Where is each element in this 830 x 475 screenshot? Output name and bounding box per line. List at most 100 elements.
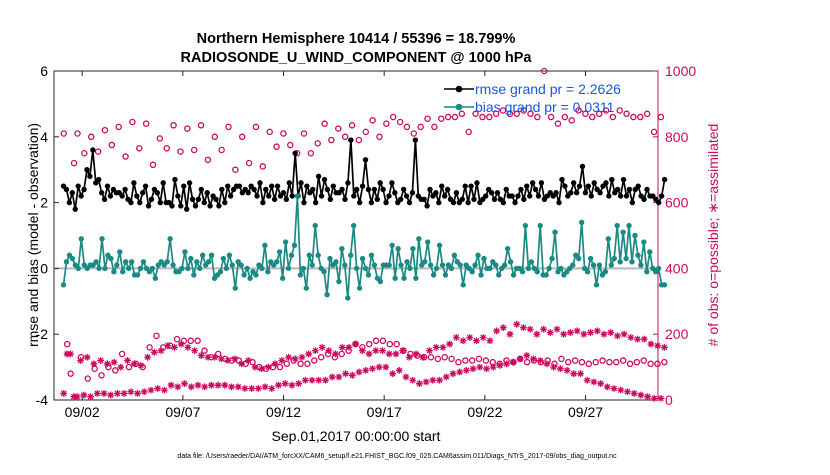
possible-obs-point xyxy=(486,113,493,121)
assimilated-obs-point xyxy=(231,355,239,363)
possible-obs-point xyxy=(606,358,613,366)
bias-point xyxy=(333,259,339,265)
possible-obs-point xyxy=(307,149,315,157)
assimilated-obs-point xyxy=(352,340,360,348)
rmse-point xyxy=(450,199,457,206)
bias-point xyxy=(576,255,582,262)
rmse-point xyxy=(286,180,292,186)
assimilated-obs-point xyxy=(432,343,440,351)
rmse-point xyxy=(324,186,331,193)
bias-point xyxy=(205,259,212,265)
rmse-point xyxy=(503,186,509,193)
bias-point xyxy=(638,262,644,268)
bias-point xyxy=(125,265,132,272)
assimilated-obs-point xyxy=(73,393,81,401)
bias-point xyxy=(543,272,549,278)
possible-obs-point xyxy=(616,107,623,114)
assimilated-obs-point xyxy=(630,390,638,397)
bias-point xyxy=(137,265,144,272)
bias-point xyxy=(241,272,247,278)
possible-obs-point xyxy=(238,133,246,141)
rmse-point xyxy=(169,203,175,209)
rmse-point xyxy=(339,186,345,193)
bias-point xyxy=(478,272,484,278)
possible-obs-point xyxy=(232,166,239,173)
rmse-point xyxy=(609,176,615,183)
assimilated-obs-point xyxy=(241,385,249,392)
series-bias xyxy=(60,193,668,301)
bias-point xyxy=(306,252,312,258)
assimilated-obs-point xyxy=(338,343,346,351)
possible-obs-point xyxy=(84,375,92,382)
assimilated-obs-point xyxy=(157,347,165,355)
bias-point xyxy=(389,242,395,249)
bias-point xyxy=(285,265,292,272)
rmse-point xyxy=(359,183,366,189)
possible-obs-point xyxy=(108,141,116,149)
bias-point xyxy=(602,268,609,275)
assimilated-obs-point xyxy=(154,385,162,392)
assimilated-obs-point xyxy=(117,363,125,371)
rmse-point xyxy=(213,196,219,203)
assimilated-obs-point xyxy=(422,378,430,386)
assimilated-obs-point xyxy=(308,376,316,384)
bias-point xyxy=(232,285,238,291)
assimilated-obs-point xyxy=(379,347,386,355)
assimilated-obs-point xyxy=(416,380,423,387)
possible-obs-point xyxy=(540,67,548,75)
bias-point xyxy=(647,249,653,255)
rmse-point xyxy=(444,186,451,193)
assimilated-obs-point xyxy=(603,383,611,391)
rmse-point xyxy=(204,190,210,196)
possible-obs-point xyxy=(190,146,198,154)
bias-point xyxy=(510,272,517,278)
rmse-point xyxy=(81,186,87,193)
possible-obs-point xyxy=(304,360,311,368)
rmse-point xyxy=(257,180,263,186)
bias-point xyxy=(644,268,650,275)
chart-title: Northern Hemisphere 10414 / 55396 = 18.7… xyxy=(197,31,516,47)
rmse-point xyxy=(78,193,84,199)
assimilated-obs-point xyxy=(130,360,138,368)
y2-axis-label: # of obs: o=possible; ∗=assimilated xyxy=(705,124,721,347)
bias-point xyxy=(416,236,422,242)
rmse-point xyxy=(661,176,668,183)
assimilated-obs-point xyxy=(251,363,259,371)
possible-obs-point xyxy=(599,357,606,364)
rmse-point xyxy=(617,193,624,199)
possible-obs-point xyxy=(482,357,490,364)
assimilated-obs-point xyxy=(177,340,185,348)
rmse-point xyxy=(362,157,369,163)
possible-obs-point xyxy=(163,145,170,152)
assimilated-obs-point xyxy=(637,391,645,399)
bias-point xyxy=(593,282,600,288)
bias-point xyxy=(537,222,543,229)
assimilated-obs-point xyxy=(523,352,531,359)
assimilated-obs-point xyxy=(100,390,108,397)
assimilated-obs-point xyxy=(140,388,148,396)
assimilated-obs-point xyxy=(97,357,105,364)
assimilated-obs-point xyxy=(543,360,551,368)
possible-obs-point xyxy=(499,107,507,114)
assimilated-obs-point xyxy=(103,360,111,368)
bias-point xyxy=(253,272,259,278)
bias-point xyxy=(617,259,623,265)
assimilated-obs-point xyxy=(550,363,558,371)
rmse-point xyxy=(321,176,328,183)
bias-point xyxy=(448,265,455,272)
rmse-point xyxy=(491,196,498,203)
bias-point xyxy=(134,272,141,278)
possible-obs-point xyxy=(441,353,448,361)
bias-point xyxy=(324,292,330,298)
assimilated-obs-point xyxy=(530,355,537,363)
possible-obs-point xyxy=(595,110,603,118)
possible-obs-point xyxy=(403,123,411,131)
bias-point xyxy=(558,265,564,272)
possible-obs-point xyxy=(376,133,383,141)
possible-obs-point xyxy=(393,340,400,348)
assimilated-obs-point xyxy=(124,357,131,364)
possible-obs-point xyxy=(571,357,579,364)
possible-obs-point xyxy=(561,113,569,121)
assimilated-obs-point xyxy=(311,347,319,355)
rmse-point xyxy=(459,196,465,203)
